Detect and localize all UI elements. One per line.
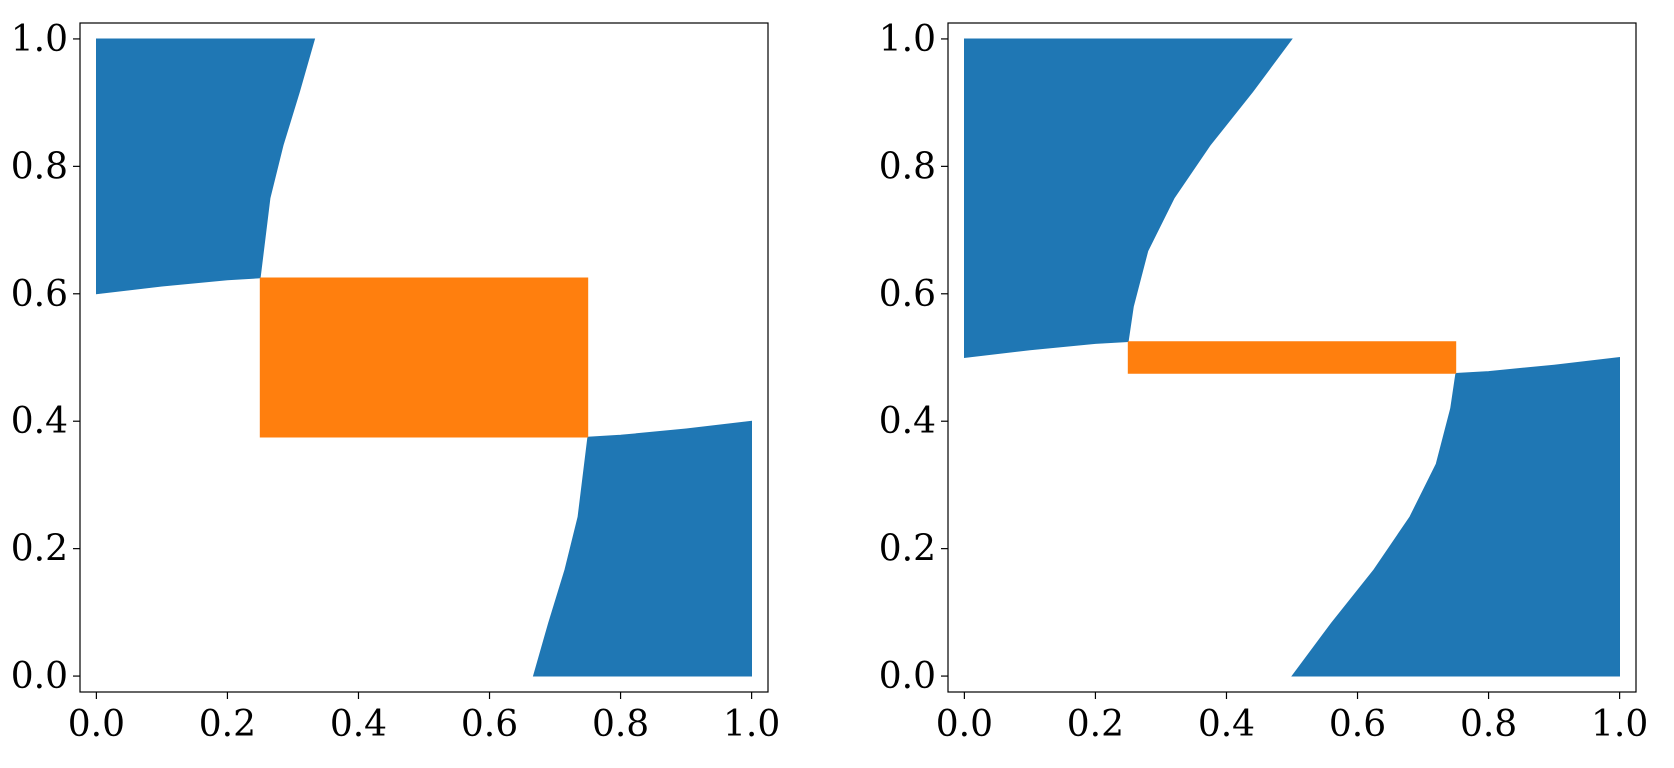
region-0	[964, 38, 1293, 358]
region-2	[259, 277, 589, 438]
right-chart-panel: 0.0 0.2 0.4 0.6 0.8 1.0 0.0 0.2 0.4 0.6 0.8 1.0	[879, 19, 1649, 745]
y-tick-label: 0.6	[879, 274, 936, 315]
x-tick-label: 0.8	[1460, 704, 1517, 745]
region-1	[1291, 357, 1620, 677]
region-1	[532, 420, 752, 677]
y-tick-label: 0.6	[11, 274, 68, 315]
x-tick-label: 0.0	[936, 704, 993, 745]
y-tick-label: 1.0	[879, 19, 936, 60]
x-tick-label: 0.2	[1067, 704, 1124, 745]
y-tick-label: 0.0	[11, 656, 68, 697]
x-tick-label: 0.8	[592, 704, 649, 745]
y-tick-label: 0.2	[11, 529, 68, 570]
x-tick-label: 0.0	[68, 704, 125, 745]
x-tick-label: 0.4	[1198, 704, 1255, 745]
x-tick-label: 1.0	[723, 704, 780, 745]
axes-frame	[79, 22, 769, 693]
y-tick-label: 0.8	[879, 146, 936, 187]
x-tick-label: 0.4	[330, 704, 387, 745]
y-tick-label: 0.8	[11, 146, 68, 187]
y-tick-label: 0.4	[11, 401, 68, 442]
y-tick-label: 0.0	[879, 656, 936, 697]
x-tick-label: 0.6	[461, 704, 518, 745]
region-0	[96, 38, 316, 295]
axes-frame	[947, 22, 1637, 693]
y-tick-label: 1.0	[11, 19, 68, 60]
x-tick-label: 0.6	[1329, 704, 1386, 745]
x-tick-label: 0.2	[199, 704, 256, 745]
y-tick-label: 0.4	[879, 401, 936, 442]
region-2	[1127, 341, 1457, 374]
x-tick-label: 1.0	[1591, 704, 1648, 745]
left-chart-panel: 0.0 0.2 0.4 0.6 0.8 1.0 0.0 0.2 0.4 0.6 0.8 1.0	[11, 19, 781, 745]
y-tick-label: 0.2	[879, 529, 936, 570]
